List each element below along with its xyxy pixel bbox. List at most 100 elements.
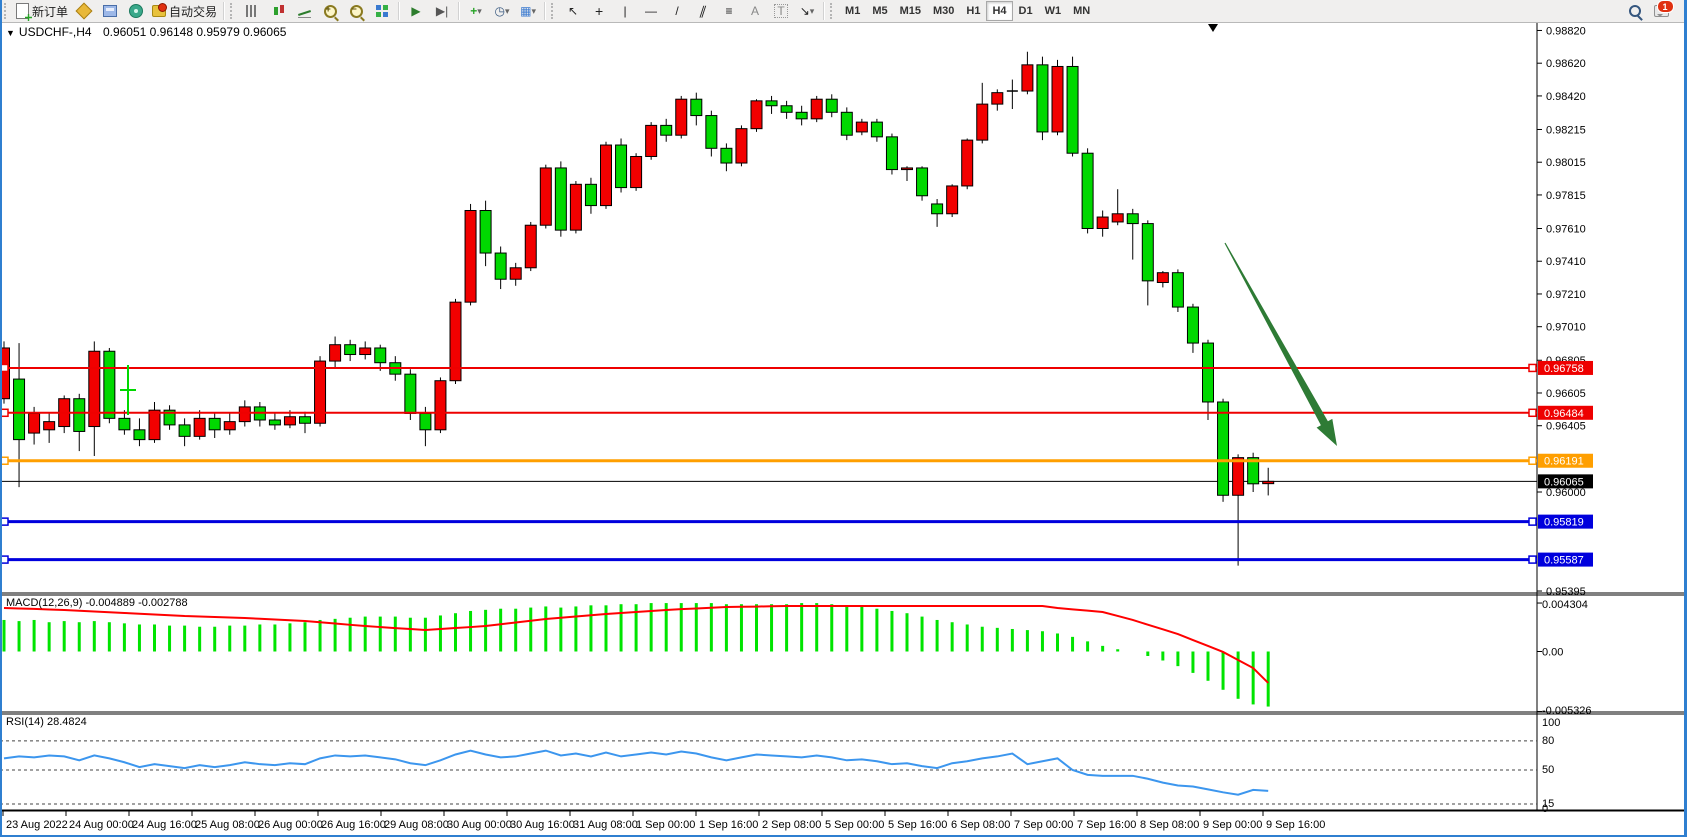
timeframe-m30-button[interactable]: M30: [933, 5, 955, 17]
zoom-in-button[interactable]: +: [317, 0, 343, 22]
candle-body: [1036, 64, 1049, 133]
window-border-left: [0, 0, 2, 837]
rsi-axis-label: 50: [1542, 764, 1554, 776]
autotrade-button[interactable]: 自动交易: [149, 0, 220, 22]
chart-title[interactable]: ▼ USDCHF-,H4 0.96051 0.96148 0.95979 0.96…: [6, 25, 286, 39]
objects-button[interactable]: [71, 0, 97, 22]
candle-body: [404, 373, 417, 414]
notification-badge: 1: [1656, 0, 1674, 13]
candle-body: [885, 136, 898, 171]
line-right-handle[interactable]: [1528, 363, 1537, 373]
objects-icon: [75, 2, 93, 20]
horizontal-line-tool-button[interactable]: —: [638, 0, 664, 22]
crosshair-tool-button[interactable]: +: [586, 0, 612, 22]
chart-shift-button[interactable]: ▶|: [429, 0, 455, 22]
market-watch-button[interactable]: [123, 0, 149, 22]
vertical-line-tool-button[interactable]: |: [612, 0, 638, 22]
cursor-tool-button[interactable]: ↖: [560, 0, 586, 22]
label-tool-button[interactable]: T: [768, 0, 794, 22]
bar-chart-button[interactable]: [239, 0, 265, 22]
line-left-handle[interactable]: [0, 363, 9, 373]
candle-body: [1156, 272, 1169, 284]
timeframe-h4-button[interactable]: H4: [986, 1, 1013, 21]
toolbar-drag-handle[interactable]: [230, 3, 237, 19]
candle-body: [1021, 64, 1034, 92]
toolbar-drag-handle[interactable]: [830, 3, 837, 19]
toolbar-separator: [458, 2, 461, 20]
trendline-tool-button[interactable]: /: [664, 0, 690, 22]
tile-windows-button[interactable]: [369, 0, 395, 22]
zoom-out-button[interactable]: −: [343, 0, 369, 22]
timeframe-d1-button[interactable]: D1: [1018, 5, 1033, 17]
chart-shift-marker[interactable]: [1208, 24, 1218, 32]
line-left-handle[interactable]: [0, 555, 9, 564]
line-right-handle[interactable]: [1528, 517, 1537, 526]
line-right-handle[interactable]: [1528, 555, 1537, 564]
line-right-handle[interactable]: [1528, 456, 1537, 465]
fibonacci-icon: ≡: [725, 4, 733, 18]
fibonacci-tool-button[interactable]: ≡: [716, 0, 742, 22]
new-order-button[interactable]: 新订单: [13, 0, 71, 22]
time-axis-label: 30 Aug 00:00: [447, 819, 512, 831]
timeframe-mn-button[interactable]: MN: [1073, 5, 1091, 17]
candle-body: [750, 100, 763, 130]
cross-marker[interactable]: [120, 365, 136, 415]
shapes-tool-button[interactable]: ↘ ▾: [794, 0, 820, 22]
candle-body: [931, 203, 944, 215]
timeframe-w1-button[interactable]: W1: [1044, 5, 1062, 17]
rsi-line: [3, 749, 1269, 796]
time-axis-label: 25 Aug 08:00: [195, 819, 260, 831]
channel-tool-button[interactable]: ∥: [690, 0, 716, 22]
arrow-annotation[interactable]: [1224, 242, 1338, 446]
chart-ohlc-values: 0.96051 0.96148 0.95979 0.96065: [102, 25, 287, 39]
line-right-handle[interactable]: [1528, 408, 1537, 418]
time-axis-label: 7 Sep 00:00: [1014, 819, 1073, 831]
time-axis-label: 26 Aug 00:00: [258, 819, 323, 831]
candle-body: [419, 412, 432, 431]
candle-body: [901, 167, 913, 171]
toolbar-drag-handle[interactable]: [4, 3, 11, 19]
price-axis-label: 0.98620: [1546, 58, 1586, 70]
terminal-button[interactable]: [97, 0, 123, 22]
price-axis-label: 0.98015: [1546, 157, 1586, 169]
candle-body: [434, 380, 447, 431]
candle-body: [705, 115, 718, 149]
toolbar-drag-handle[interactable]: [551, 3, 558, 19]
candle-body: [314, 360, 327, 424]
macd-indicator-label: MACD(12,26,9) -0.004889 -0.002788: [6, 597, 188, 609]
candle-body: [645, 124, 658, 157]
candle-body: [961, 139, 974, 187]
price-level-label: 0.96484: [1544, 408, 1584, 420]
periods-button[interactable]: ◷ ▾: [489, 0, 515, 22]
dropdown-arrow-icon: ▾: [505, 5, 510, 16]
candle-body: [1141, 223, 1154, 282]
line-left-handle[interactable]: [0, 517, 9, 526]
indicators-icon: +: [470, 4, 478, 18]
timeframe-m1-button[interactable]: M1: [845, 5, 861, 17]
text-tool-button[interactable]: A: [742, 0, 768, 22]
candle-body: [1247, 457, 1260, 485]
price-level-label-box: [1538, 552, 1593, 567]
timeframe-m15-button[interactable]: M15: [899, 5, 921, 17]
indicators-button[interactable]: + ▾: [463, 0, 489, 22]
notifications-button[interactable]: 1: [1648, 0, 1674, 22]
auto-scroll-button[interactable]: ▶: [403, 0, 429, 22]
zoom-in-icon: +: [323, 4, 337, 18]
search-button[interactable]: [1622, 0, 1648, 22]
search-icon: [1629, 5, 1641, 17]
chart-dropdown-icon[interactable]: ▼: [6, 28, 15, 38]
dropdown-arrow-icon: ▾: [809, 5, 815, 16]
price-level-label: 0.96758: [1544, 363, 1584, 375]
vertical-line-icon: |: [623, 4, 627, 18]
timeframe-h1-button[interactable]: H1: [966, 5, 981, 17]
line-chart-button[interactable]: [291, 0, 317, 22]
line-left-handle[interactable]: [0, 408, 9, 418]
line-left-handle[interactable]: [0, 456, 9, 465]
price-axis-label: 0.95395: [1546, 586, 1586, 598]
candlestick-chart-button[interactable]: [265, 0, 291, 22]
horizontal-line-icon: —: [645, 4, 658, 18]
candle-body: [344, 344, 357, 356]
templates-button[interactable]: ▦ ▾: [515, 0, 541, 22]
timeframe-m5-button[interactable]: M5: [872, 5, 888, 17]
